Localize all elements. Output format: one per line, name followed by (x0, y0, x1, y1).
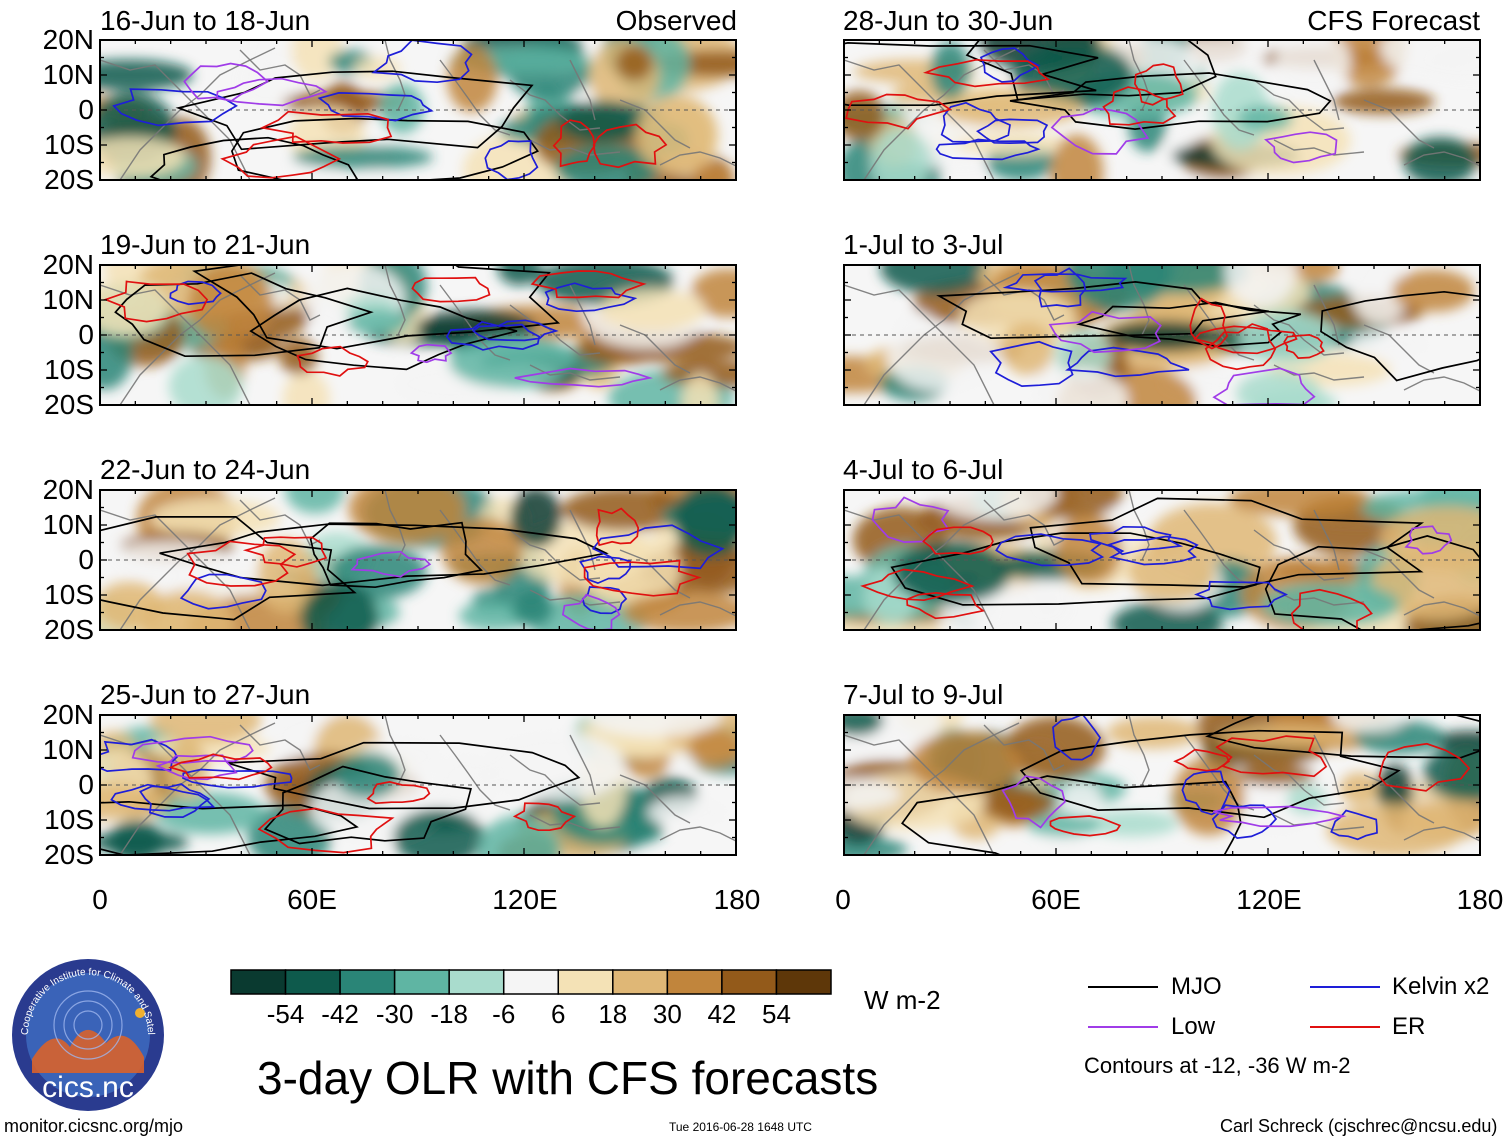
lat-label-row1-1: 20N (42, 24, 94, 55)
map-panel-1 (99, 39, 737, 181)
forecast-label: CFS Forecast (1307, 5, 1480, 36)
panel-title-8: 7-Jul to 9-Jul (843, 679, 1004, 710)
colorbar-label-2: -42 (321, 999, 359, 1029)
colorbar-box-5 (448, 969, 505, 995)
colorbar-label-4: -18 (430, 999, 468, 1029)
lon-label-right-180: 180 (1456, 884, 1504, 915)
lat-label-row3-2: 10N (42, 509, 94, 540)
lon-label-left-60e: 60E (287, 884, 337, 915)
lon-label-right-0: 0 (835, 884, 851, 915)
colorbar-label-5: -6 (492, 999, 516, 1029)
lon-label-right-60e: 60E (1031, 884, 1081, 915)
legend-swatches (1088, 986, 1380, 1028)
lon-label-right-120e: 120E (1236, 884, 1302, 915)
map-panel-3 (99, 489, 737, 631)
colorbar-box-8 (612, 969, 669, 995)
colorbar-box-11 (775, 969, 832, 995)
panel-title-2: 19-Jun to 21-Jun (100, 229, 311, 260)
colorbar-label-9: 42 (707, 999, 737, 1029)
colorbar-label-8: 30 (652, 999, 682, 1029)
lat-label-row4-4: 10S (44, 804, 94, 835)
map-panel-5 (843, 39, 1481, 181)
lat-label-row4-2: 10N (42, 734, 94, 765)
colorbar-box-9 (666, 969, 723, 995)
map-panel-8 (843, 714, 1481, 856)
panel-title-1: 16-Jun to 18-Jun (100, 5, 311, 36)
lat-label-row3-1: 20N (42, 474, 94, 505)
legend-mjo-label: MJO (1171, 973, 1222, 1000)
colorbar-box-7 (557, 969, 614, 995)
panel-title-3: 22-Jun to 24-Jun (100, 454, 311, 485)
lat-label-row2-3: 0 (78, 319, 94, 350)
footer-url: monitor.cicsnc.org/mjo (4, 1116, 184, 1136)
legend-er-label: ER (1392, 1013, 1426, 1040)
footer-timestamp: Tue 2016-06-28 1648 UTC (669, 1120, 812, 1134)
colorbar (230, 969, 832, 995)
colorbar-box-10 (721, 969, 778, 995)
colorbar-label-3: -30 (375, 999, 414, 1029)
legend-low-label: Low (1171, 1013, 1216, 1040)
lat-label-row4-1: 20N (42, 699, 94, 730)
lat-label-row3-4: 10S (44, 579, 94, 610)
lat-label-row3-3: 0 (78, 544, 94, 575)
legend-contour-note: Contours at -12, -36 W m-2 (1084, 1053, 1351, 1078)
lat-label-row1-5: 20S (44, 164, 94, 195)
colorbar-box-1 (230, 969, 287, 995)
lon-label-left-0: 0 (92, 884, 108, 915)
lat-label-row4-5: 20S (44, 839, 94, 870)
colorbar-box-3 (339, 969, 396, 995)
logo-text: cics.nc (42, 1071, 134, 1104)
legend-kelvin-label: Kelvin x2 (1392, 973, 1490, 1000)
lon-label-left-180: 180 (713, 884, 761, 915)
map-panel-2 (99, 264, 737, 406)
colorbar-label-10: 54 (761, 999, 791, 1029)
lat-label-row2-2: 10N (42, 284, 94, 315)
cicsnc-logo: Cooperative Institute for Climate and Sa… (8, 955, 164, 1111)
lat-label-row4-3: 0 (78, 769, 94, 800)
colorbar-box-6 (502, 969, 560, 995)
map-panel-7 (843, 489, 1481, 631)
panel-title-6: 1-Jul to 3-Jul (843, 229, 1004, 260)
colorbar-units: W m-2 (864, 985, 941, 1015)
lat-label-row1-3: 0 (78, 94, 94, 125)
colorbar-box-2 (284, 969, 341, 995)
map-panel-4 (99, 714, 737, 856)
lat-label-row3-5: 20S (44, 614, 94, 645)
lat-label-row1-2: 10N (42, 59, 94, 90)
colorbar-label-1: -54 (266, 999, 305, 1029)
lat-label-row2-1: 20N (42, 249, 94, 280)
lat-label-row2-5: 20S (44, 389, 94, 420)
colorbar-label-7: 18 (598, 999, 628, 1029)
panel-title-5: 28-Jun to 30-Jun (843, 5, 1054, 36)
lat-label-row1-4: 10S (44, 129, 94, 160)
colorbar-label-6: 6 (551, 999, 566, 1029)
panel-title-4: 25-Jun to 27-Jun (100, 679, 311, 710)
footer-author: Carl Schreck (cjschrec@ncsu.edu) (1220, 1116, 1498, 1136)
observed-label: Observed (615, 5, 737, 36)
map-panel-6 (843, 264, 1481, 406)
lat-label-row2-4: 10S (44, 354, 94, 385)
panel-title-7: 4-Jul to 6-Jul (843, 454, 1004, 485)
figure-title: 3-day OLR with CFS forecasts (257, 1052, 879, 1104)
colorbar-box-4 (393, 969, 450, 995)
lon-label-left-120e: 120E (492, 884, 558, 915)
